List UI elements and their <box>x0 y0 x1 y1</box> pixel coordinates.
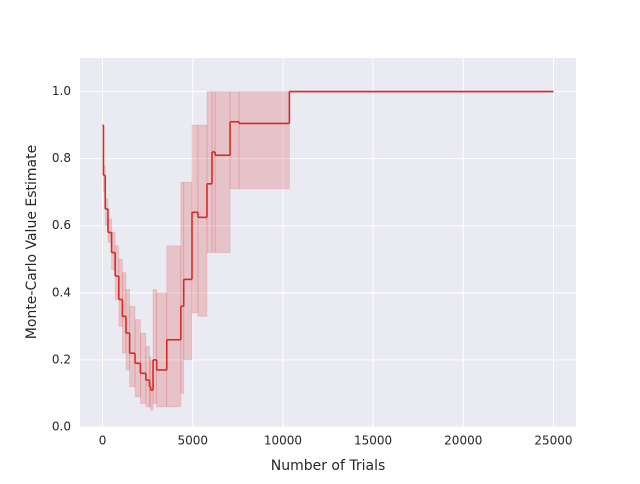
y-axis-label: Monte-Carlo Value Estimate <box>24 145 40 339</box>
confidence-band <box>134 319 141 398</box>
y-tick-label: 0.0 <box>52 420 71 434</box>
x-tick-label: 15000 <box>354 434 392 448</box>
x-tick-label: 10000 <box>264 434 302 448</box>
confidence-band <box>129 305 136 388</box>
confidence-band <box>214 91 231 253</box>
confidence-band <box>197 124 208 317</box>
y-tick-label: 0.2 <box>52 352 71 366</box>
confidence-band <box>156 292 168 408</box>
x-tick-label: 25000 <box>534 434 572 448</box>
confidence-band <box>229 91 240 190</box>
x-tick-label: 5000 <box>177 434 208 448</box>
confidence-band <box>140 332 147 404</box>
y-tick-label: 0.8 <box>52 151 71 165</box>
plot-background <box>80 58 576 427</box>
x-tick-label: 0 <box>99 434 107 448</box>
confidence-band <box>238 91 290 190</box>
y-tick-label: 1.0 <box>52 84 71 98</box>
confidence-band <box>152 289 158 404</box>
x-axis-label: Number of Trials <box>271 458 386 474</box>
y-tick-label: 0.4 <box>52 285 71 299</box>
confidence-band <box>166 245 182 408</box>
x-tick-label: 20000 <box>444 434 482 448</box>
y-tick-label: 0.6 <box>52 218 71 232</box>
confidence-band <box>183 181 193 361</box>
confidence-band <box>191 124 199 314</box>
